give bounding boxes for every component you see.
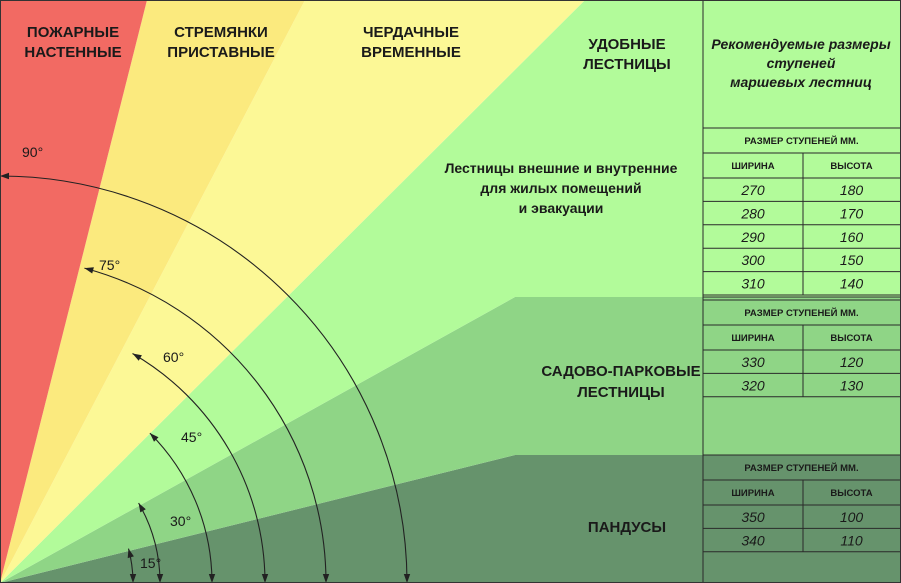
ramps-height-value: 110 bbox=[840, 532, 863, 548]
arrowhead-start-90 bbox=[0, 172, 9, 180]
comfortable-width-header: ШИРИНА bbox=[731, 161, 774, 172]
zone-garden-stairs bbox=[0, 297, 703, 583]
garden-width-value: 320 bbox=[741, 377, 765, 393]
ramps-height-header: ВЫСОТА bbox=[830, 488, 872, 499]
zone-desc-comfortable: Лестницы внешние и внутренние для жилых п… bbox=[445, 160, 678, 216]
comfortable-height-value: 170 bbox=[840, 205, 864, 221]
zone-stepladders bbox=[0, 0, 305, 583]
comfortable-width-value: 300 bbox=[741, 252, 765, 268]
comfortable-size-header: РАЗМЕР СТУПЕНЕЙ ММ. bbox=[744, 135, 858, 147]
arrowhead-start-15 bbox=[127, 548, 134, 559]
zone-label-fire: ПОЖАРНЫЕ НАСТЕННЫЕ bbox=[24, 24, 121, 61]
angle-label-30: 30° bbox=[170, 513, 191, 529]
comfortable-height-value: 180 bbox=[840, 182, 864, 198]
arrowhead-start-45 bbox=[149, 433, 159, 442]
angle-label-75: 75° bbox=[99, 257, 120, 273]
table-title: Рекомендуемые размеры ступеней маршевых ле… bbox=[711, 36, 890, 90]
zone-attic-ladders bbox=[0, 0, 585, 583]
angle-arc-75 bbox=[84, 267, 327, 582]
angle-label-45: 45° bbox=[181, 429, 202, 445]
comfortable-height-value: 140 bbox=[840, 276, 864, 292]
zone-label-stepladders: СТРЕМЯНКИ ПРИСТАВНЫЕ bbox=[167, 24, 274, 61]
zone-label-attic: ЧЕРДАЧНЫЕ ВРЕМЕННЫЕ bbox=[361, 24, 461, 61]
garden-height-value: 130 bbox=[840, 377, 864, 393]
arrowhead-end-15 bbox=[129, 574, 137, 583]
zone-label-comfortable: УДОБНЫЕ ЛЕСТНИЦЫ bbox=[583, 36, 670, 73]
garden-width-header: ШИРИНА bbox=[731, 333, 774, 344]
comfortable-width-value: 280 bbox=[740, 205, 765, 221]
angle-label-60: 60° bbox=[163, 349, 184, 365]
comfortable-width-value: 310 bbox=[741, 276, 765, 292]
angle-labels: 90° 75° 60° 45° 30° 15° bbox=[22, 144, 202, 571]
comfortable-height-value: 150 bbox=[840, 252, 864, 268]
table-comfortable-bg bbox=[703, 0, 900, 297]
table-ramps-bg bbox=[703, 455, 900, 582]
ramps-width-header: ШИРИНА bbox=[731, 488, 774, 499]
angle-label-15: 15° bbox=[140, 555, 161, 571]
angle-arc-60 bbox=[132, 353, 266, 582]
zone-fire-ladders bbox=[0, 0, 147, 583]
garden-height-value: 120 bbox=[840, 354, 864, 370]
arrowhead-end-45 bbox=[208, 574, 216, 583]
arrowhead-end-60 bbox=[261, 574, 269, 583]
ramps-height-value: 100 bbox=[840, 509, 864, 525]
arrowhead-end-30 bbox=[156, 574, 164, 583]
comfortable-height-value: 160 bbox=[840, 229, 864, 245]
steps-table: РАЗМЕР СТУПЕНЕЙ ММ. ШИРИНА ВЫСОТА 270 180 280… bbox=[702, 0, 900, 583]
angle-label-90: 90° bbox=[22, 144, 43, 160]
zone-label-ramps: ПАНДУСЫ bbox=[588, 519, 666, 536]
arrowhead-start-60 bbox=[132, 353, 142, 361]
angle-arc-45 bbox=[149, 432, 213, 582]
comfortable-width-value: 290 bbox=[740, 229, 765, 245]
garden-width-value: 330 bbox=[741, 354, 765, 370]
angle-arc-90 bbox=[0, 175, 408, 582]
arrowhead-start-30 bbox=[138, 503, 146, 513]
comfortable-width-value: 270 bbox=[740, 182, 765, 198]
arrowhead-start-75 bbox=[84, 267, 94, 274]
ramps-width-value: 350 bbox=[741, 509, 765, 525]
zone-label-garden: САДОВО-ПАРКОВЫЕ ЛЕСТНИЦЫ bbox=[541, 363, 700, 401]
table-garden-bg bbox=[703, 297, 900, 455]
ramps-size-header: РАЗМЕР СТУПЕНЕЙ ММ. bbox=[744, 462, 858, 474]
comfortable-height-header: ВЫСОТА bbox=[830, 161, 872, 172]
garden-height-header: ВЫСОТА bbox=[830, 333, 872, 344]
ramps-width-value: 340 bbox=[741, 532, 765, 548]
angle-arcs bbox=[0, 172, 411, 583]
arrowhead-end-90 bbox=[403, 574, 411, 583]
zone-comfortable-stairs bbox=[0, 0, 703, 583]
zone-ramps bbox=[0, 455, 703, 583]
garden-size-header: РАЗМЕР СТУПЕНЕЙ ММ. bbox=[744, 307, 858, 319]
arrowhead-end-75 bbox=[322, 574, 330, 583]
